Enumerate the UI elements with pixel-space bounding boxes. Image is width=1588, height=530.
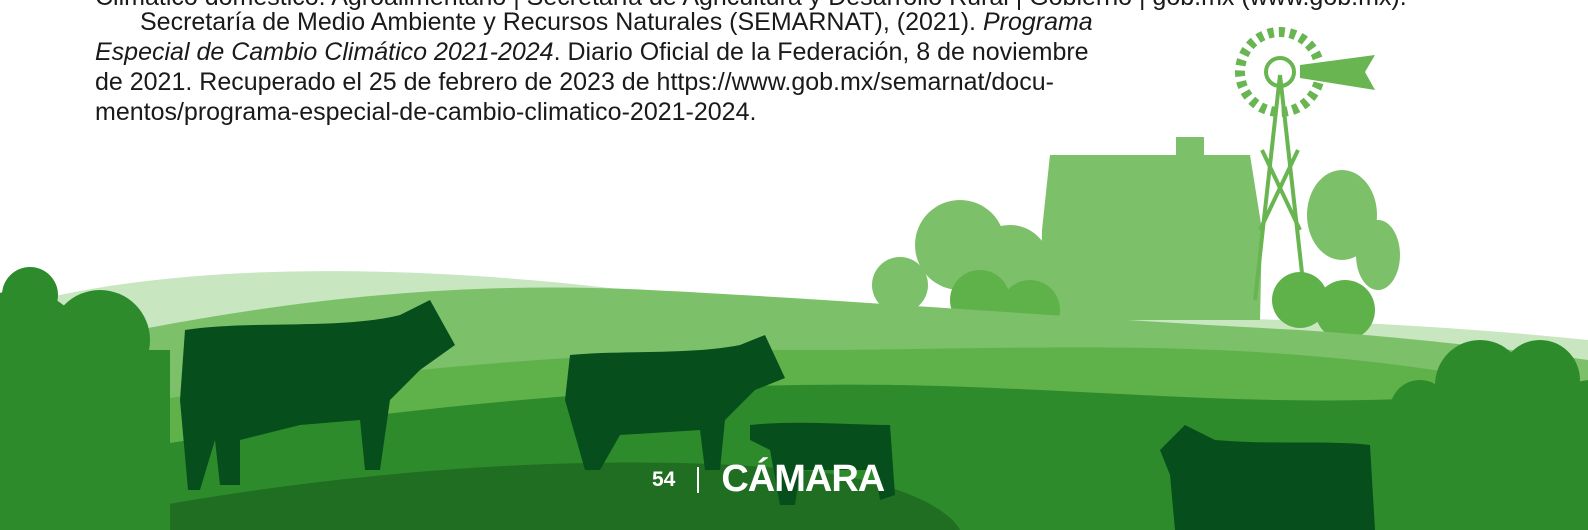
reference-title: Programa xyxy=(983,8,1093,36)
footer: 54 CÁMARA xyxy=(652,458,884,501)
brand-logo: CÁMARA xyxy=(721,458,884,501)
reference-text: Secretaría de Medio Ambiente y Recursos … xyxy=(140,8,976,36)
separator xyxy=(697,467,699,493)
page-number: 54 xyxy=(652,468,675,492)
reference-text: de 2021. Recuperado el 25 de febrero de … xyxy=(95,67,1054,97)
page: Climático doméstico. Agroalimentario | S… xyxy=(0,0,1588,530)
reference-line: Secretaría de Medio Ambiente y Recursos … xyxy=(140,7,1093,37)
reference-text: . Diario Oficial de la Federación, 8 de … xyxy=(554,38,1089,66)
reference-title: Especial de Cambio Climático 2021-2024 xyxy=(95,38,554,66)
reference-text: mentos/programa-especial-de-cambio-clima… xyxy=(95,97,756,127)
reference-line: Especial de Cambio Climático 2021-2024. … xyxy=(95,37,1089,67)
